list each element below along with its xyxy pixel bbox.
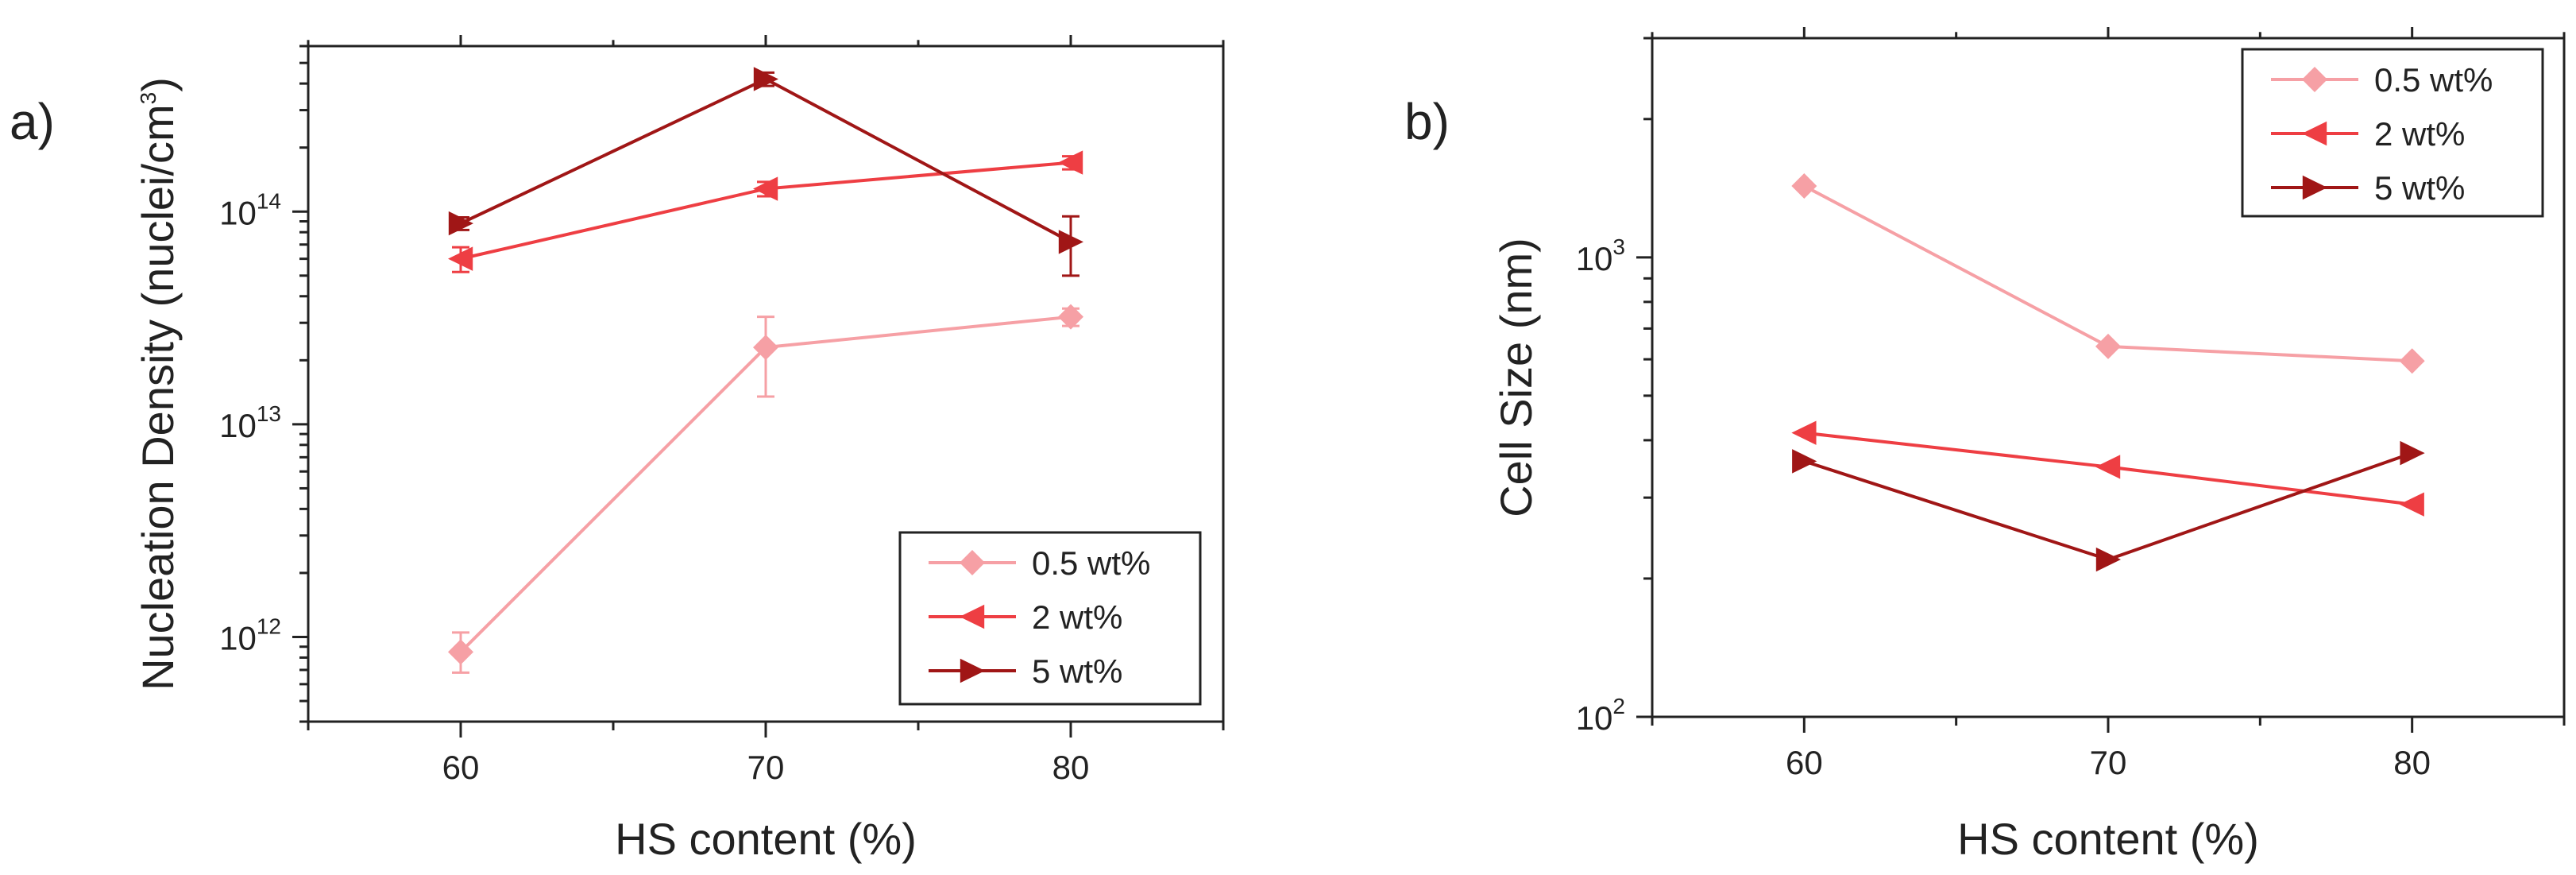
y-tick-label: 102 <box>1576 694 1625 737</box>
data-point <box>1058 230 1083 254</box>
y-tick-label: 1014 <box>219 188 281 231</box>
legend-marker <box>2302 67 2327 92</box>
panel-label: a) <box>10 93 55 150</box>
series-2-wt- <box>1791 420 2424 517</box>
y-tick-label: 103 <box>1576 234 1625 277</box>
x-axis-title: HS content (%) <box>1957 814 2259 864</box>
data-point <box>1058 304 1083 330</box>
x-tick-label: 70 <box>747 749 785 786</box>
series-0-5-wt- <box>448 304 1083 674</box>
data-point <box>448 639 473 665</box>
panel-b-cell-size-chart: b) 60 70 80 102 103 HS content (%) Cell Size (n… <box>1404 27 2566 864</box>
data-point <box>1791 173 1817 199</box>
series-line <box>460 161 1072 261</box>
legend-label: 2 wt% <box>2374 115 2465 153</box>
data-point <box>753 335 778 361</box>
legend-label: 2 wt% <box>1032 598 1122 636</box>
data-point <box>2095 455 2121 479</box>
y-axis-title: Cell Size (nm) <box>1491 238 1541 517</box>
legend-label: 5 wt% <box>1032 652 1122 690</box>
legend-marker <box>2302 175 2327 200</box>
series-line <box>460 77 1072 244</box>
series-5-wt- <box>448 67 1083 277</box>
legend-marker <box>2302 121 2327 146</box>
data-point <box>1791 420 1817 445</box>
y-tick-label: 1012 <box>219 614 281 657</box>
x-tick-label: 80 <box>1052 749 1090 786</box>
legend-marker <box>960 550 985 575</box>
data-point <box>2399 348 2425 374</box>
series-0-5-wt- <box>1791 173 2425 374</box>
panel-a-nucleation-density-chart: a) 60 70 80 1012 1013 1014 HS content (%) Nuclea… <box>10 35 1225 864</box>
x-tick-label: 70 <box>2090 744 2127 781</box>
legend: 0.5 wt% 2 wt% 5 wt% <box>2241 48 2544 218</box>
legend-label: 0.5 wt% <box>1032 544 1150 582</box>
data-point <box>1058 150 1083 175</box>
x-tick-label: 60 <box>442 749 480 786</box>
data-point <box>1792 449 1817 474</box>
legend-marker <box>960 604 985 629</box>
panel-label: b) <box>1404 93 1450 150</box>
series-2-wt- <box>448 150 1083 273</box>
data-point <box>2095 333 2121 359</box>
legend-label: 0.5 wt% <box>2374 61 2493 99</box>
y-axis-title: Nucleation Density (nuclei/cm3) <box>133 77 183 691</box>
data-point <box>753 176 778 201</box>
x-tick-label: 60 <box>1786 744 1823 781</box>
legend: 0.5 wt% 2 wt% 5 wt% <box>898 531 1202 706</box>
data-point <box>2400 440 2425 466</box>
data-point <box>448 246 473 271</box>
legend-marker <box>960 658 985 683</box>
y-tick-label: 1013 <box>219 401 281 444</box>
series-5-wt- <box>1792 440 2425 572</box>
x-tick-label: 80 <box>2393 744 2431 781</box>
data-point <box>448 211 473 236</box>
data-point <box>2095 547 2121 572</box>
legend-label: 5 wt% <box>2374 169 2465 207</box>
data-point <box>753 67 778 91</box>
data-point <box>2399 492 2424 517</box>
x-axis-title: HS content (%) <box>615 814 917 864</box>
